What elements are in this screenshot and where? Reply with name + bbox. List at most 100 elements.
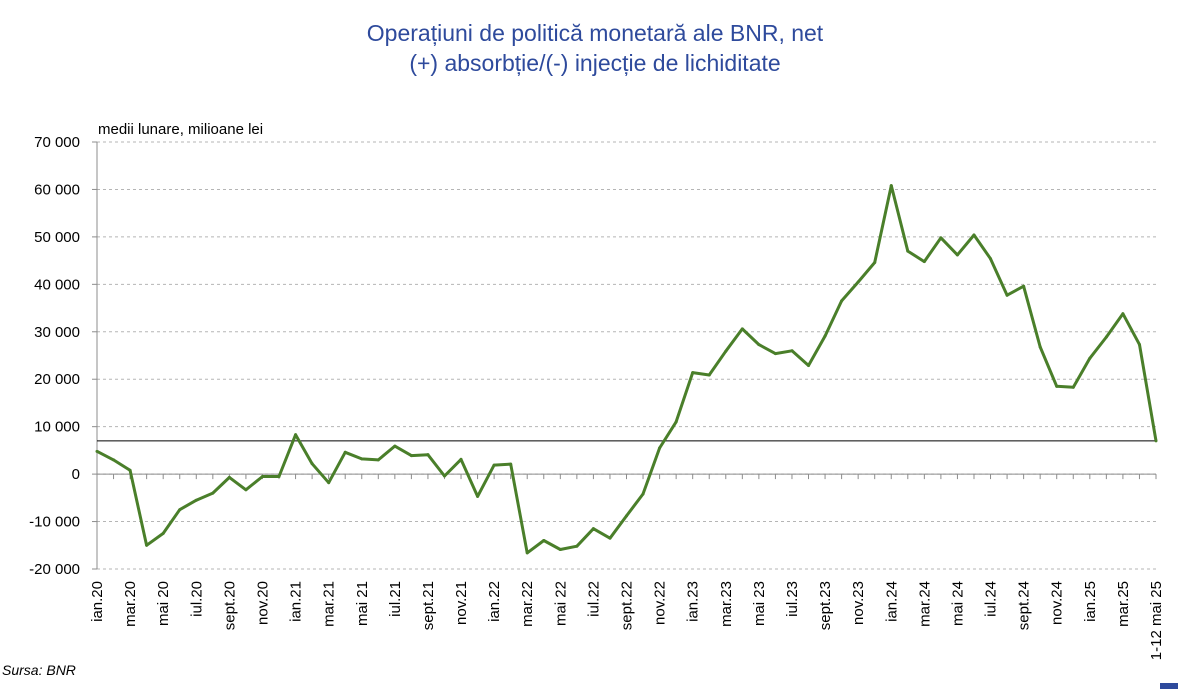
- chart-title-line-2: (+) absorbție/(-) injecție de lichiditat…: [409, 50, 781, 76]
- data-point: [426, 453, 430, 457]
- data-point: [1022, 284, 1026, 288]
- y-tick-label: 0: [72, 466, 80, 483]
- x-tick-label: sept.21: [420, 581, 437, 630]
- data-point: [823, 334, 827, 338]
- data-point: [790, 349, 794, 353]
- x-tick-label: iul.23: [784, 581, 801, 617]
- x-tick-label: mai 23: [751, 581, 768, 626]
- data-point: [376, 458, 380, 462]
- data-point: [939, 236, 943, 240]
- data-point: [260, 474, 264, 478]
- corner-accent: [1160, 683, 1178, 689]
- gridlines: [97, 141, 1156, 570]
- data-point: [393, 444, 397, 448]
- data-point: [161, 531, 165, 535]
- data-point: [1137, 343, 1141, 347]
- y-tick-label: 40 000: [34, 276, 80, 293]
- data-point: [360, 457, 364, 461]
- x-tick-label: mar.22: [519, 581, 536, 627]
- data-point: [509, 462, 513, 466]
- data-point: [211, 491, 215, 495]
- data-point: [128, 468, 132, 472]
- data-point: [558, 548, 562, 552]
- x-tick-label: nov.20: [254, 581, 271, 625]
- series-line: [96, 184, 1158, 555]
- data-point: [1005, 293, 1009, 297]
- x-tick-label: mai 24: [949, 581, 966, 626]
- data-point: [773, 352, 777, 356]
- x-tick-label: ian.25: [1082, 581, 1099, 622]
- data-point: [608, 536, 612, 540]
- data-point: [112, 458, 116, 462]
- data-point: [294, 433, 298, 437]
- data-point: [922, 260, 926, 264]
- x-tick-label: sept.20: [221, 581, 238, 630]
- data-point: [641, 492, 645, 496]
- y-tick-label: 60 000: [34, 181, 80, 198]
- y-tick-label: -10 000: [29, 514, 80, 531]
- data-point: [277, 474, 281, 478]
- chart-title: Operațiuni de politică monetară ale BNR,…: [0, 18, 1178, 78]
- x-tick-label: mai 20: [155, 581, 172, 626]
- x-tick-label: 1-12 mai 25: [1148, 581, 1165, 660]
- x-axis: ian.20 mar.20 mai 20 iul.20 sept.20 nov.20 ian…: [89, 473, 1165, 660]
- x-tick-label: sept.22: [619, 581, 636, 630]
- data-point: [1121, 312, 1125, 316]
- data-point: [227, 475, 231, 479]
- y-tick-label: 30 000: [34, 324, 80, 341]
- data-point: [575, 544, 579, 548]
- x-tick-label: sept.24: [1016, 581, 1033, 630]
- y-tick-label: 20 000: [34, 371, 80, 388]
- data-point: [476, 494, 480, 498]
- y-tick-label: -20 000: [29, 561, 80, 578]
- data-points: [95, 184, 1158, 555]
- data-point: [658, 446, 662, 450]
- x-tick-label: ian.23: [685, 581, 702, 622]
- data-point: [972, 233, 976, 237]
- x-tick-label: mar.20: [122, 581, 139, 627]
- x-tick-label: iul.22: [585, 581, 602, 617]
- data-point: [1055, 384, 1059, 388]
- data-point: [740, 327, 744, 331]
- data-point: [873, 261, 877, 265]
- data-point: [244, 488, 248, 492]
- data-point: [707, 373, 711, 377]
- data-point: [989, 257, 993, 261]
- data-point: [1071, 385, 1075, 389]
- chart-title-line-1: Operațiuni de politică monetară ale BNR,…: [366, 20, 824, 46]
- unit-label: medii lunare, milioane lei: [98, 121, 263, 138]
- data-point: [906, 249, 910, 253]
- y-tick-label: 50 000: [34, 229, 80, 246]
- data-point: [178, 508, 182, 512]
- data-point: [840, 299, 844, 303]
- x-tick-label: nov.24: [1049, 581, 1066, 625]
- x-tick-label: mai 22: [552, 581, 569, 626]
- data-point: [955, 253, 959, 257]
- data-point: [409, 454, 413, 458]
- x-tick-label: iul.21: [387, 581, 404, 617]
- x-tick-label: iul.20: [188, 581, 205, 617]
- x-tick-label: mar.25: [1115, 581, 1132, 627]
- data-point: [889, 184, 893, 188]
- x-tick-label: iul.24: [983, 581, 1000, 617]
- data-point: [691, 371, 695, 375]
- data-point: [856, 280, 860, 284]
- x-tick-label: nov.21: [453, 581, 470, 625]
- x-tick-label: nov.23: [850, 581, 867, 625]
- x-tick-label: ian.24: [883, 581, 900, 622]
- y-axis: -20 000 -10 000 0 10 000 20 000 30 000 40 000 5…: [29, 134, 98, 578]
- data-point: [459, 457, 463, 461]
- x-tick-label: ian.20: [89, 581, 106, 622]
- data-point: [492, 463, 496, 467]
- data-point: [525, 551, 529, 555]
- data-point: [674, 420, 678, 424]
- data-point: [310, 462, 314, 466]
- x-tick-label: mar.24: [916, 581, 933, 627]
- x-tick-label: sept.23: [817, 581, 834, 630]
- data-point: [807, 363, 811, 367]
- data-point: [757, 343, 761, 347]
- data-point: [327, 481, 331, 485]
- x-tick-label: ian.22: [486, 581, 503, 622]
- data-point: [1104, 335, 1108, 339]
